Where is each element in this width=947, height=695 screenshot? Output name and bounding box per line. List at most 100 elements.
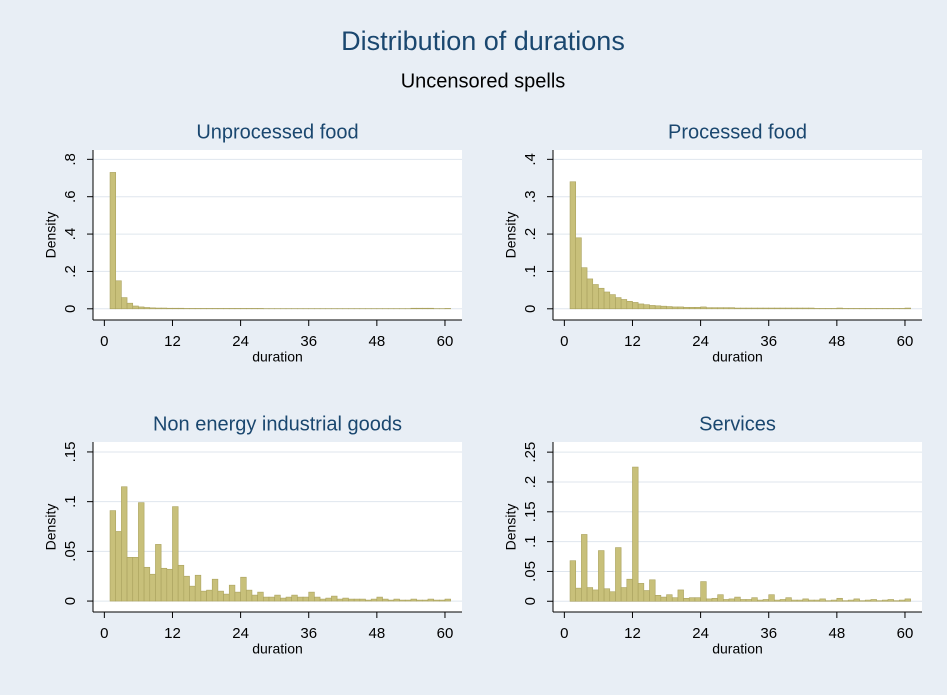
bar [808,599,815,602]
plot-area [93,150,462,320]
bar [751,307,758,310]
bar [274,594,281,602]
bar [234,591,241,602]
y-tick-label: .2 [522,476,539,489]
bar [757,599,764,602]
bar [155,307,162,310]
x-axis-label: duration [712,641,763,657]
bar [723,307,730,310]
bar [228,584,236,602]
x-tick-label: 0 [560,625,568,642]
bar [728,598,735,602]
y-tick-label: .15 [62,442,79,463]
x-tick-label: 48 [829,333,846,350]
y-tick-label: .05 [522,561,539,582]
bar [694,306,701,310]
x-tick-label: 12 [164,333,181,350]
bar [660,305,667,310]
bar [376,596,383,602]
bar [217,590,224,602]
bar [370,598,378,602]
bar [126,302,134,310]
bar [160,307,168,310]
bar [189,585,196,602]
y-tick-label: .05 [62,541,79,562]
x-tick-label: 48 [829,625,846,642]
bar [774,307,781,310]
bar [870,599,877,602]
bar [637,583,645,602]
bar [694,597,701,602]
bar [603,291,611,310]
bar [410,598,417,602]
bar [132,305,139,310]
plot-area [553,442,922,612]
x-tick-label: 36 [300,625,317,642]
y-tick-label: .1 [62,495,79,508]
bar [819,598,826,602]
bar [308,591,315,602]
bar [876,600,883,602]
bar [705,598,713,602]
bar [172,307,179,310]
bar [671,597,679,602]
x-tick-label: 60 [437,625,454,642]
bar [393,598,400,602]
x-tick-label: 24 [692,625,709,642]
bar [842,600,849,602]
bar [893,600,900,602]
y-axis-label: Density [503,504,519,551]
y-axis-label: Density [43,212,59,259]
bar [762,599,770,602]
bar [121,486,128,602]
bar [297,596,304,602]
bar [569,560,577,602]
bar [416,599,423,602]
bar [615,297,622,310]
bar [654,594,662,602]
bar [768,594,775,602]
bar [399,599,406,602]
bar [149,573,156,602]
plot-area [553,150,922,320]
panel-title: Non energy industrial goods [153,413,402,435]
bar [620,299,628,310]
bar [586,278,594,310]
y-axis-label: Density [503,212,519,259]
x-tick-label: 36 [300,333,317,350]
bar [791,599,798,602]
x-tick-label: 60 [897,333,914,350]
bar [348,598,355,602]
bar [206,589,213,602]
bar [717,307,724,310]
bar [291,594,298,602]
x-tick-label: 60 [897,625,914,642]
bar [632,302,639,310]
bar [632,466,639,602]
y-tick-label: .4 [62,228,79,241]
bar [143,307,151,310]
bar [740,307,747,310]
bar [711,307,718,310]
bar [796,599,804,602]
y-tick-label: 0 [62,305,79,313]
bar [717,594,724,602]
bar [830,599,838,602]
bar [200,590,207,602]
x-tick-label: 12 [624,625,641,642]
bar [382,598,389,602]
bar [688,306,696,310]
x-tick-label: 24 [232,333,249,350]
bar [569,181,577,310]
bar [331,595,338,602]
bar [314,596,321,602]
bar [615,547,622,602]
bar [115,531,122,602]
bar [149,307,156,310]
bar [302,596,310,602]
bar [183,575,190,602]
bar [791,307,798,310]
bar [762,307,770,310]
